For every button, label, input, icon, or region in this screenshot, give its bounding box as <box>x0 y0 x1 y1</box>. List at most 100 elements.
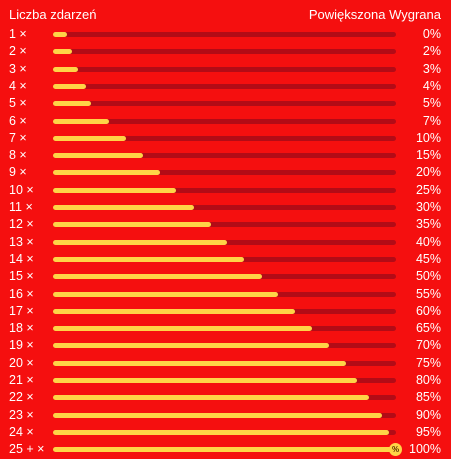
bonus-row: 17 × 60% <box>0 303 451 320</box>
bonus-percent-label: 75% <box>415 355 441 370</box>
bonus-row: 21 × 80% <box>0 372 451 389</box>
event-count-label: 24 × <box>9 424 34 439</box>
bonus-percent-label: 85% <box>415 390 441 405</box>
event-count-label: 16 × <box>9 286 34 301</box>
bonus-percent-label: 25% <box>415 182 441 197</box>
bonus-row: 19 × 70% <box>0 337 451 354</box>
progress-track <box>53 66 396 72</box>
event-count-label: 8 × <box>9 148 27 163</box>
bonus-percent-label: 20% <box>415 165 441 180</box>
progress-fill <box>53 187 177 193</box>
bonus-row: 24 × 95% <box>0 424 451 441</box>
bonus-percent-label: 2% <box>422 44 441 59</box>
progress-track <box>53 378 396 383</box>
progress-track <box>53 239 396 245</box>
bonus-row: 25 + ×% 100% <box>0 441 451 458</box>
progress-track <box>53 101 396 107</box>
progress-fill <box>53 66 79 72</box>
event-count-label: 14 × <box>9 251 34 266</box>
bonus-row: 5 × 5% <box>0 95 451 112</box>
progress-fill <box>53 153 143 159</box>
event-count-label: 21 × <box>9 373 34 387</box>
bonus-row: 2 × 2% <box>0 43 451 60</box>
bonus-percent-label: 95% <box>415 424 441 439</box>
progress-fill <box>53 412 382 418</box>
bonus-percent-label: 100% <box>409 442 441 457</box>
percent-badge-icon: % <box>389 443 402 457</box>
event-count-label: 18 × <box>9 321 34 336</box>
event-count-label: 22 × <box>9 390 34 405</box>
event-count-label: 23 × <box>9 407 34 422</box>
bonus-percent-label: 3% <box>422 61 441 76</box>
bonus-percent-label: 30% <box>415 200 441 214</box>
progress-fill <box>53 32 67 37</box>
progress-fill <box>53 395 370 401</box>
bonus-percent-label: 45% <box>415 251 441 266</box>
progress-fill <box>53 135 126 141</box>
progress-track <box>53 170 396 176</box>
bonus-row: 22 × 85% <box>0 389 451 406</box>
progress-fill <box>53 256 245 262</box>
bonus-row: 23 × 90% <box>0 407 451 424</box>
progress-fill <box>53 101 92 107</box>
bonus-row: 6 × 7% <box>0 113 451 130</box>
bonus-percent-label: 65% <box>415 321 441 336</box>
progress-track <box>53 222 396 228</box>
progress-fill: % <box>53 443 402 457</box>
progress-fill <box>53 326 313 332</box>
bonus-row: 1 × 0% <box>0 26 451 43</box>
progress-track <box>53 135 396 141</box>
table-header: Liczba zdarzeń Powiększona Wygrana <box>9 4 441 24</box>
bonus-row: 3 × 3% <box>0 61 451 78</box>
event-count-label: 7 × <box>9 130 27 145</box>
event-count-label: 1 × <box>9 27 27 41</box>
bonus-row: 11 × 30% <box>0 199 451 216</box>
bonus-percent-label: 50% <box>415 269 441 284</box>
progress-track <box>53 187 396 193</box>
progress-fill <box>53 291 278 297</box>
progress-fill <box>53 360 346 366</box>
event-count-label: 20 × <box>9 355 34 370</box>
progress-fill <box>53 205 194 210</box>
progress-track <box>53 429 396 435</box>
bonus-row: 16 × 55% <box>0 286 451 303</box>
progress-fill <box>53 274 262 280</box>
event-count-label: 19 × <box>9 338 34 353</box>
progress-fill <box>53 170 161 176</box>
bonus-row: 14 × 45% <box>0 251 451 268</box>
bonus-percent-label: 90% <box>415 407 441 422</box>
progress-track <box>53 360 396 366</box>
event-count-label: 25 + × <box>9 442 45 457</box>
event-count-label: 13 × <box>9 234 34 249</box>
bonus-row: 10 × 25% <box>0 182 451 199</box>
progress-fill <box>53 378 357 383</box>
bonus-percent-label: 35% <box>415 217 441 232</box>
progress-track <box>53 49 396 55</box>
bonus-row: 9 × 20% <box>0 164 451 181</box>
progress-track <box>53 118 396 124</box>
event-count-label: 9 × <box>9 165 27 180</box>
event-count-label: 11 × <box>9 200 33 214</box>
bonus-row: 12 × 35% <box>0 216 451 233</box>
event-count-label: 17 × <box>9 303 34 318</box>
progress-track <box>53 32 396 37</box>
bonus-percent-label: 55% <box>415 286 441 301</box>
event-count-label: 2 × <box>9 44 27 59</box>
progress-fill <box>53 222 211 228</box>
progress-track <box>53 343 396 349</box>
event-count-label: 3 × <box>9 61 27 76</box>
bonus-percent-label: 5% <box>422 96 441 111</box>
progress-track <box>53 256 396 262</box>
progress-track <box>53 308 396 314</box>
bonus-percent-label: 80% <box>415 373 441 387</box>
bonus-percent-label: 70% <box>415 338 441 353</box>
bonus-percent-label: 4% <box>422 78 441 93</box>
bonus-row: 13 × 40% <box>0 234 451 251</box>
event-count-label: 12 × <box>9 217 34 232</box>
progress-fill <box>53 83 86 89</box>
progress-fill <box>53 429 390 435</box>
bonus-row: 7 × 10% <box>0 130 451 147</box>
boosted-win-heading: Powiększona Wygrana <box>308 6 441 22</box>
progress-track <box>53 274 396 280</box>
event-count-label: 4 × <box>9 78 27 93</box>
